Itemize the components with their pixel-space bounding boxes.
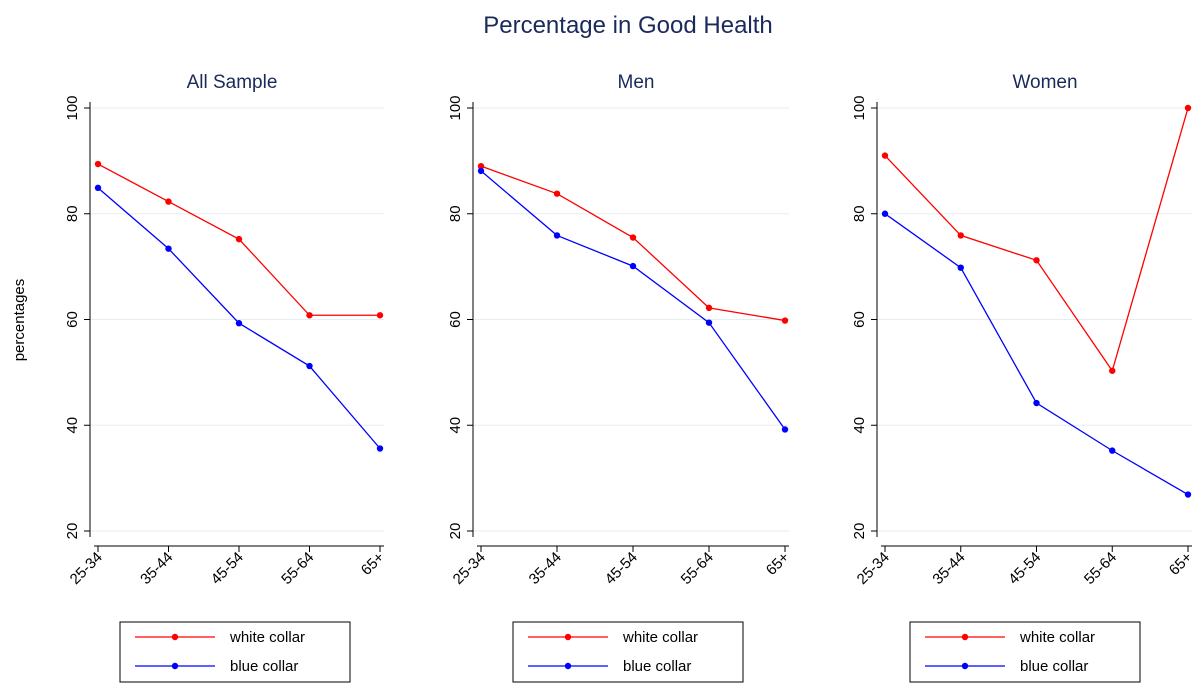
y-tick-label-1-0: 20 [447,523,464,540]
x-tick-label-1-3: 55-64 [678,549,717,588]
x-tick-label-0-2: 45-54 [208,549,247,588]
series-line-1-1 [480,170,786,430]
data-point-1-1-2 [629,262,637,270]
data-point-2-1-1 [957,264,964,271]
legend-label-2-1: blue collar [1020,658,1088,675]
y-tick-label-2-3: 80 [851,205,868,222]
y-tick-label-2-0: 20 [851,523,868,540]
legend-0 [119,621,351,683]
x-tick-label-0-0: 25-34 [67,549,106,588]
data-point-1-0-0 [477,162,485,170]
y-tick-label-2-1: 40 [851,417,868,434]
legend-label-0-1: blue collar [230,658,298,675]
legend-label-1-0: white collar [622,629,698,646]
x-tick-label-1-1: 35-44 [526,549,565,588]
data-point-0-0-3 [306,312,313,319]
y-tick-label-1-2: 60 [447,311,464,328]
data-point-2-0-1 [957,232,964,239]
data-point-1-1-4 [781,426,789,433]
y-tick-label-1-4: 100 [447,95,464,120]
x-tick-label-1-4: 65+ [763,549,793,579]
y-tick-label-0-2: 60 [64,311,81,328]
chart-title: Percentage in Good Health [483,12,773,39]
x-tick-label-0-1: 35-44 [137,549,176,588]
series-line-2-1 [884,213,1189,496]
data-point-0-0-2 [235,235,243,243]
x-tick-label-0-4: 65+ [358,549,388,579]
data-point-1-0-3 [705,304,713,312]
legend-2 [909,621,1141,683]
x-tick-label-2-0: 25-34 [854,549,893,588]
legend-marker-0-0 [171,633,179,641]
legend-1 [512,621,744,683]
data-point-2-1-2 [1033,399,1040,407]
legend-label-2-0: white collar [1019,629,1095,646]
y-tick-label-1-3: 80 [447,205,464,222]
data-point-2-1-4 [1184,491,1192,498]
data-point-1-0-4 [781,317,789,324]
data-point-2-1-0 [881,210,889,217]
data-point-2-0-0 [881,152,889,159]
legend-marker-0-1 [171,662,179,670]
data-point-2-1-3 [1109,447,1116,454]
series-line-2-0 [884,107,1189,373]
y-tick-label-1-1: 40 [447,417,464,434]
data-point-1-0-1 [553,190,561,197]
data-point-0-1-0 [94,184,102,192]
panel-title-2: Women [1012,72,1077,93]
data-point-0-1-1 [165,245,172,252]
data-point-1-0-2 [629,234,637,241]
y-tick-label-0-3: 80 [64,205,81,222]
data-point-1-1-1 [553,232,561,239]
data-point-2-0-2 [1033,257,1040,264]
y-tick-label-0-1: 40 [64,417,81,434]
legend-label-1-1: blue collar [623,658,691,675]
x-tick-label-1-0: 25-34 [450,549,489,588]
data-point-0-1-4 [376,445,384,452]
data-point-0-1-2 [235,320,243,327]
data-point-2-0-4 [1184,104,1192,112]
y-axis-label: percentages [11,279,28,362]
data-point-0-0-0 [94,160,102,168]
data-point-1-1-0 [477,167,485,175]
x-tick-label-2-3: 55-64 [1081,549,1120,588]
series-line-0-1 [97,187,381,449]
data-point-0-0-4 [376,312,384,319]
y-tick-label-0-4: 100 [64,95,81,120]
x-tick-label-2-4: 65+ [1166,549,1194,579]
data-point-0-1-3 [306,362,313,370]
legend-marker-2-1 [961,662,969,670]
legend-marker-1-0 [564,633,572,641]
y-tick-label-0-0: 20 [64,523,81,540]
legend-label-0-0: white collar [229,629,305,646]
x-tick-label-0-3: 55-64 [278,549,317,588]
panel-title-1: Men [618,72,655,93]
y-tick-label-2-4: 100 [851,95,868,120]
data-point-0-0-1 [165,198,172,205]
panel-title-0: All Sample [187,72,278,93]
x-tick-label-2-2: 45-54 [1005,549,1044,588]
series-line-1-0 [480,165,786,322]
legend-marker-2-0 [961,633,969,641]
x-tick-label-2-1: 35-44 [929,549,968,588]
data-point-1-1-3 [705,319,713,326]
y-tick-label-2-2: 60 [851,311,868,328]
legend-marker-1-1 [564,662,572,670]
x-tick-label-1-2: 45-54 [602,549,641,588]
data-point-2-0-3 [1109,367,1116,374]
